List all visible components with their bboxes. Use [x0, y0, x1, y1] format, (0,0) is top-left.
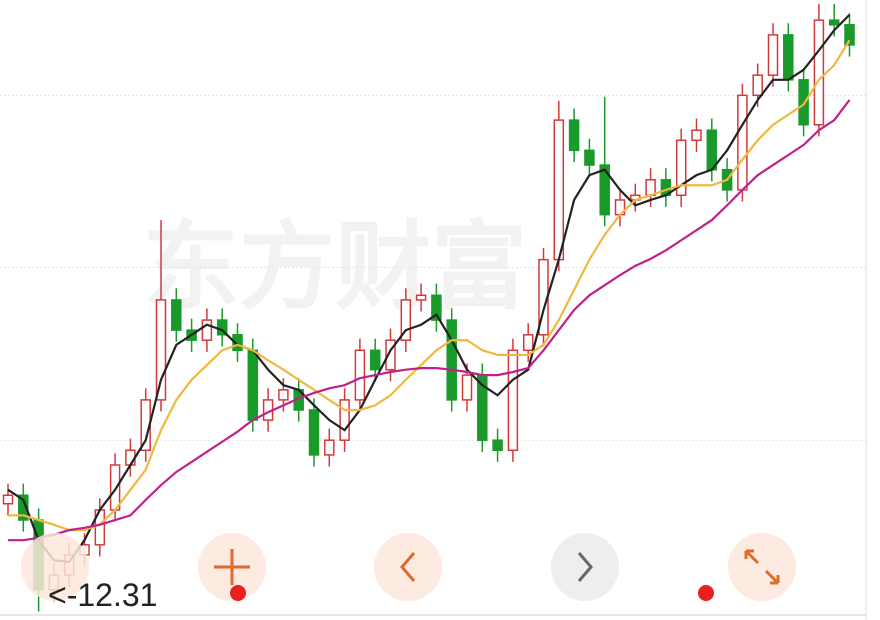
candle-body — [828, 19, 840, 26]
left-icon — [400, 552, 416, 582]
controls — [21, 533, 796, 601]
candle-body — [798, 79, 809, 126]
red-dot — [230, 585, 246, 601]
candle-body — [109, 464, 121, 511]
candle-body — [844, 24, 855, 46]
right-icon — [577, 552, 593, 582]
candle-body — [201, 319, 213, 341]
candle-body — [553, 119, 565, 261]
candle-body — [522, 334, 534, 352]
candle-body — [813, 19, 825, 126]
low-annotation: <-12.31 — [48, 577, 157, 613]
candle-body — [125, 449, 136, 466]
candle-body — [675, 139, 687, 197]
zoom-out-button[interactable] — [21, 533, 89, 601]
red-dot — [698, 585, 714, 601]
candle-body — [324, 439, 335, 456]
candle-body — [507, 349, 519, 452]
expand-icon — [744, 549, 780, 585]
plus-icon — [214, 549, 250, 585]
candle-body — [461, 374, 473, 401]
candle-body — [752, 74, 763, 97]
candle-body — [18, 494, 29, 521]
watermark: 东方财富 — [143, 211, 527, 323]
moving-average-line — [8, 99, 851, 542]
candle-body — [584, 149, 595, 166]
moving-average-line — [7, 13, 851, 564]
candle-body — [599, 164, 610, 216]
candle-body — [400, 299, 412, 341]
candle-body — [737, 94, 748, 191]
candle-body — [767, 34, 779, 76]
candle-body — [155, 299, 167, 401]
next-button[interactable] — [551, 533, 619, 601]
candle-body — [492, 439, 503, 452]
candle-body — [354, 349, 366, 401]
candle-body — [431, 294, 442, 321]
candle-body — [2, 494, 14, 505]
candle-body — [339, 399, 350, 441]
candle-body — [706, 129, 718, 171]
candle-body — [308, 409, 320, 456]
fullscreen-button[interactable] — [728, 533, 796, 601]
plot — [0, 3, 866, 612]
candle-body — [278, 389, 289, 401]
prev-button[interactable] — [374, 533, 442, 601]
candle-body — [446, 319, 457, 401]
candle-body — [369, 349, 381, 371]
candle-body — [783, 34, 794, 81]
candle-body — [415, 294, 427, 301]
moving-average-line — [8, 39, 851, 532]
candle-body — [171, 299, 182, 331]
candle-body — [232, 334, 243, 352]
candle-body — [247, 349, 259, 421]
candle-body — [568, 119, 580, 152]
candle-body — [645, 179, 656, 197]
candle-body — [691, 129, 702, 142]
candle-body — [385, 339, 396, 371]
